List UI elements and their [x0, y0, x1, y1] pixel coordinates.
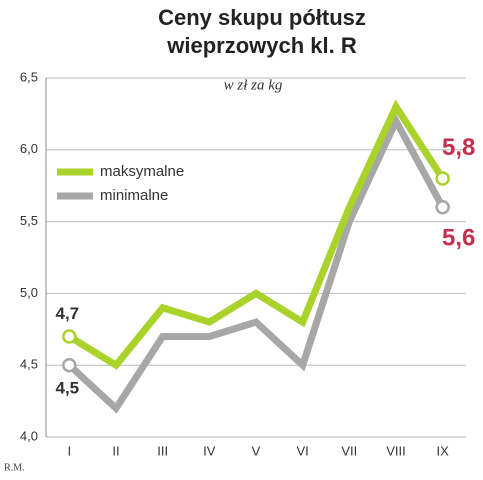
data-label: 4,7: [56, 304, 80, 323]
y-tick-label: 4,0: [20, 428, 38, 443]
series-line: [67, 99, 446, 370]
y-tick-label: 6,5: [20, 69, 38, 84]
legend-label: maksymalne: [100, 163, 184, 180]
x-tick-label: V: [252, 443, 261, 458]
x-tick-label: I: [68, 443, 72, 458]
x-tick-label: VII: [341, 443, 357, 458]
end-marker: [62, 329, 77, 344]
data-label: 4,5: [56, 379, 80, 398]
chart-title: wieprzowych kl. R: [166, 33, 357, 58]
end-marker: [62, 357, 77, 373]
data-label: 5,8: [442, 134, 475, 161]
x-tick-label: II: [112, 443, 119, 458]
x-tick-label: VI: [297, 443, 309, 458]
credit: R.M.: [4, 462, 25, 473]
y-tick-label: 5,0: [20, 285, 38, 300]
end-marker: [435, 171, 450, 186]
data-label: 5,6: [442, 225, 475, 252]
chart-subtitle: w zł za kg: [224, 77, 283, 93]
legend-label: minimalne: [100, 187, 168, 204]
x-tick-label: IX: [437, 443, 450, 458]
y-tick-label: 4,5: [20, 357, 38, 372]
y-tick-label: 5,5: [20, 213, 38, 228]
x-tick-label: III: [157, 443, 168, 458]
x-tick-label: VIII: [386, 443, 406, 458]
end-marker: [435, 199, 450, 215]
y-tick-label: 6,0: [20, 141, 38, 156]
x-tick-label: IV: [203, 443, 216, 458]
chart-title: Ceny skupu półtusz: [158, 5, 366, 30]
series-line: [66, 113, 446, 414]
